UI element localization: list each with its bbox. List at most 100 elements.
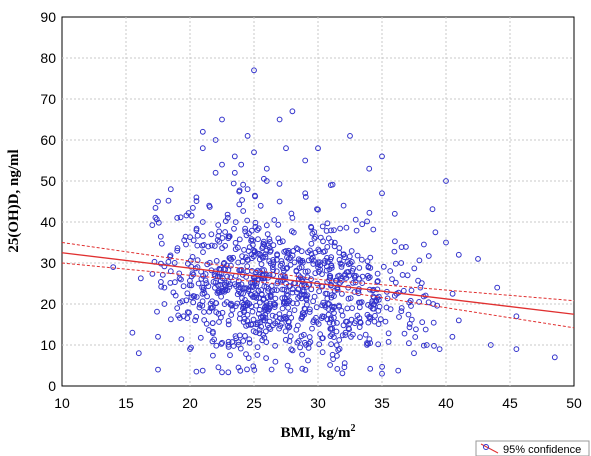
grid-lines — [62, 17, 574, 386]
data-point — [347, 133, 353, 139]
data-point — [174, 305, 181, 312]
data-point — [171, 260, 178, 266]
data-point — [322, 257, 328, 264]
data-point — [289, 347, 296, 354]
data-point — [301, 339, 308, 346]
data-point — [258, 261, 265, 268]
data-point — [267, 293, 274, 300]
data-point — [335, 347, 342, 354]
data-point — [244, 186, 251, 193]
data-point — [365, 340, 371, 347]
data-point — [266, 258, 273, 265]
data-point — [320, 238, 326, 245]
data-point — [184, 309, 191, 316]
data-point — [242, 333, 248, 339]
data-point — [328, 227, 334, 234]
data-point — [249, 284, 256, 291]
data-point — [411, 265, 418, 272]
data-point — [231, 225, 237, 232]
x-axis-ticks: 10 15 20 25 30 35 40 45 50 — [54, 395, 582, 411]
data-point — [387, 268, 394, 274]
data-point — [184, 315, 191, 322]
data-point — [246, 339, 253, 346]
data-point — [367, 316, 374, 322]
data-point — [308, 286, 315, 293]
data-point — [343, 224, 350, 231]
data-point — [197, 334, 204, 341]
data-point — [209, 320, 216, 327]
data-point — [358, 299, 365, 306]
data-point — [227, 352, 233, 359]
data-point — [244, 366, 250, 373]
data-point — [177, 214, 184, 221]
data-point — [199, 219, 206, 225]
data-point — [193, 225, 200, 232]
data-point — [210, 352, 216, 359]
data-point — [240, 285, 247, 292]
data-point — [228, 262, 234, 269]
data-point — [375, 341, 382, 348]
data-point — [262, 253, 269, 260]
data-point — [290, 248, 297, 254]
data-point — [263, 222, 270, 229]
data-point — [236, 288, 243, 295]
data-point — [245, 355, 252, 362]
data-point — [248, 227, 255, 234]
data-point — [252, 219, 259, 226]
data-point — [324, 316, 331, 323]
data-point — [399, 272, 406, 278]
data-point — [299, 313, 306, 320]
data-point — [152, 205, 159, 211]
data-point — [135, 350, 142, 357]
data-point — [284, 254, 290, 261]
data-point — [319, 302, 326, 309]
data-point — [199, 128, 206, 135]
data-point — [221, 301, 228, 308]
data-point — [174, 247, 181, 254]
data-point — [195, 280, 202, 287]
data-point — [425, 253, 432, 259]
confidence-upper-line — [61, 242, 575, 302]
x-tick-label: 30 — [310, 395, 326, 411]
data-point — [305, 257, 312, 264]
data-point — [268, 366, 275, 373]
data-point — [371, 318, 378, 325]
data-point — [172, 279, 178, 286]
data-point — [412, 334, 419, 340]
data-point — [297, 257, 304, 264]
data-point — [362, 331, 369, 338]
data-point — [319, 349, 326, 356]
data-point — [408, 303, 414, 309]
data-point — [267, 303, 273, 310]
data-point — [257, 252, 264, 259]
data-point — [194, 257, 201, 264]
data-point — [513, 313, 520, 320]
data-point — [275, 235, 282, 242]
data-point — [416, 299, 423, 305]
data-point — [328, 326, 334, 332]
data-point — [289, 108, 296, 115]
data-point — [374, 286, 381, 293]
data-point — [422, 326, 429, 333]
data-point — [276, 181, 283, 187]
y-tick-label: 50 — [40, 173, 56, 189]
data-point — [329, 181, 336, 188]
data-point — [261, 278, 268, 285]
data-point — [152, 214, 159, 221]
data-point — [233, 335, 240, 342]
data-point — [200, 249, 206, 256]
data-point — [244, 311, 251, 318]
data-point — [405, 311, 412, 318]
data-point — [315, 259, 322, 266]
data-point — [263, 165, 270, 172]
data-points — [110, 67, 558, 377]
data-point — [266, 244, 273, 251]
data-point — [279, 260, 286, 267]
data-point — [240, 208, 247, 214]
data-point — [337, 260, 344, 267]
data-point — [260, 313, 266, 320]
data-point — [346, 253, 353, 260]
data-point — [214, 290, 221, 296]
y-tick-label: 40 — [40, 214, 56, 230]
legend-point-icon — [483, 444, 489, 450]
